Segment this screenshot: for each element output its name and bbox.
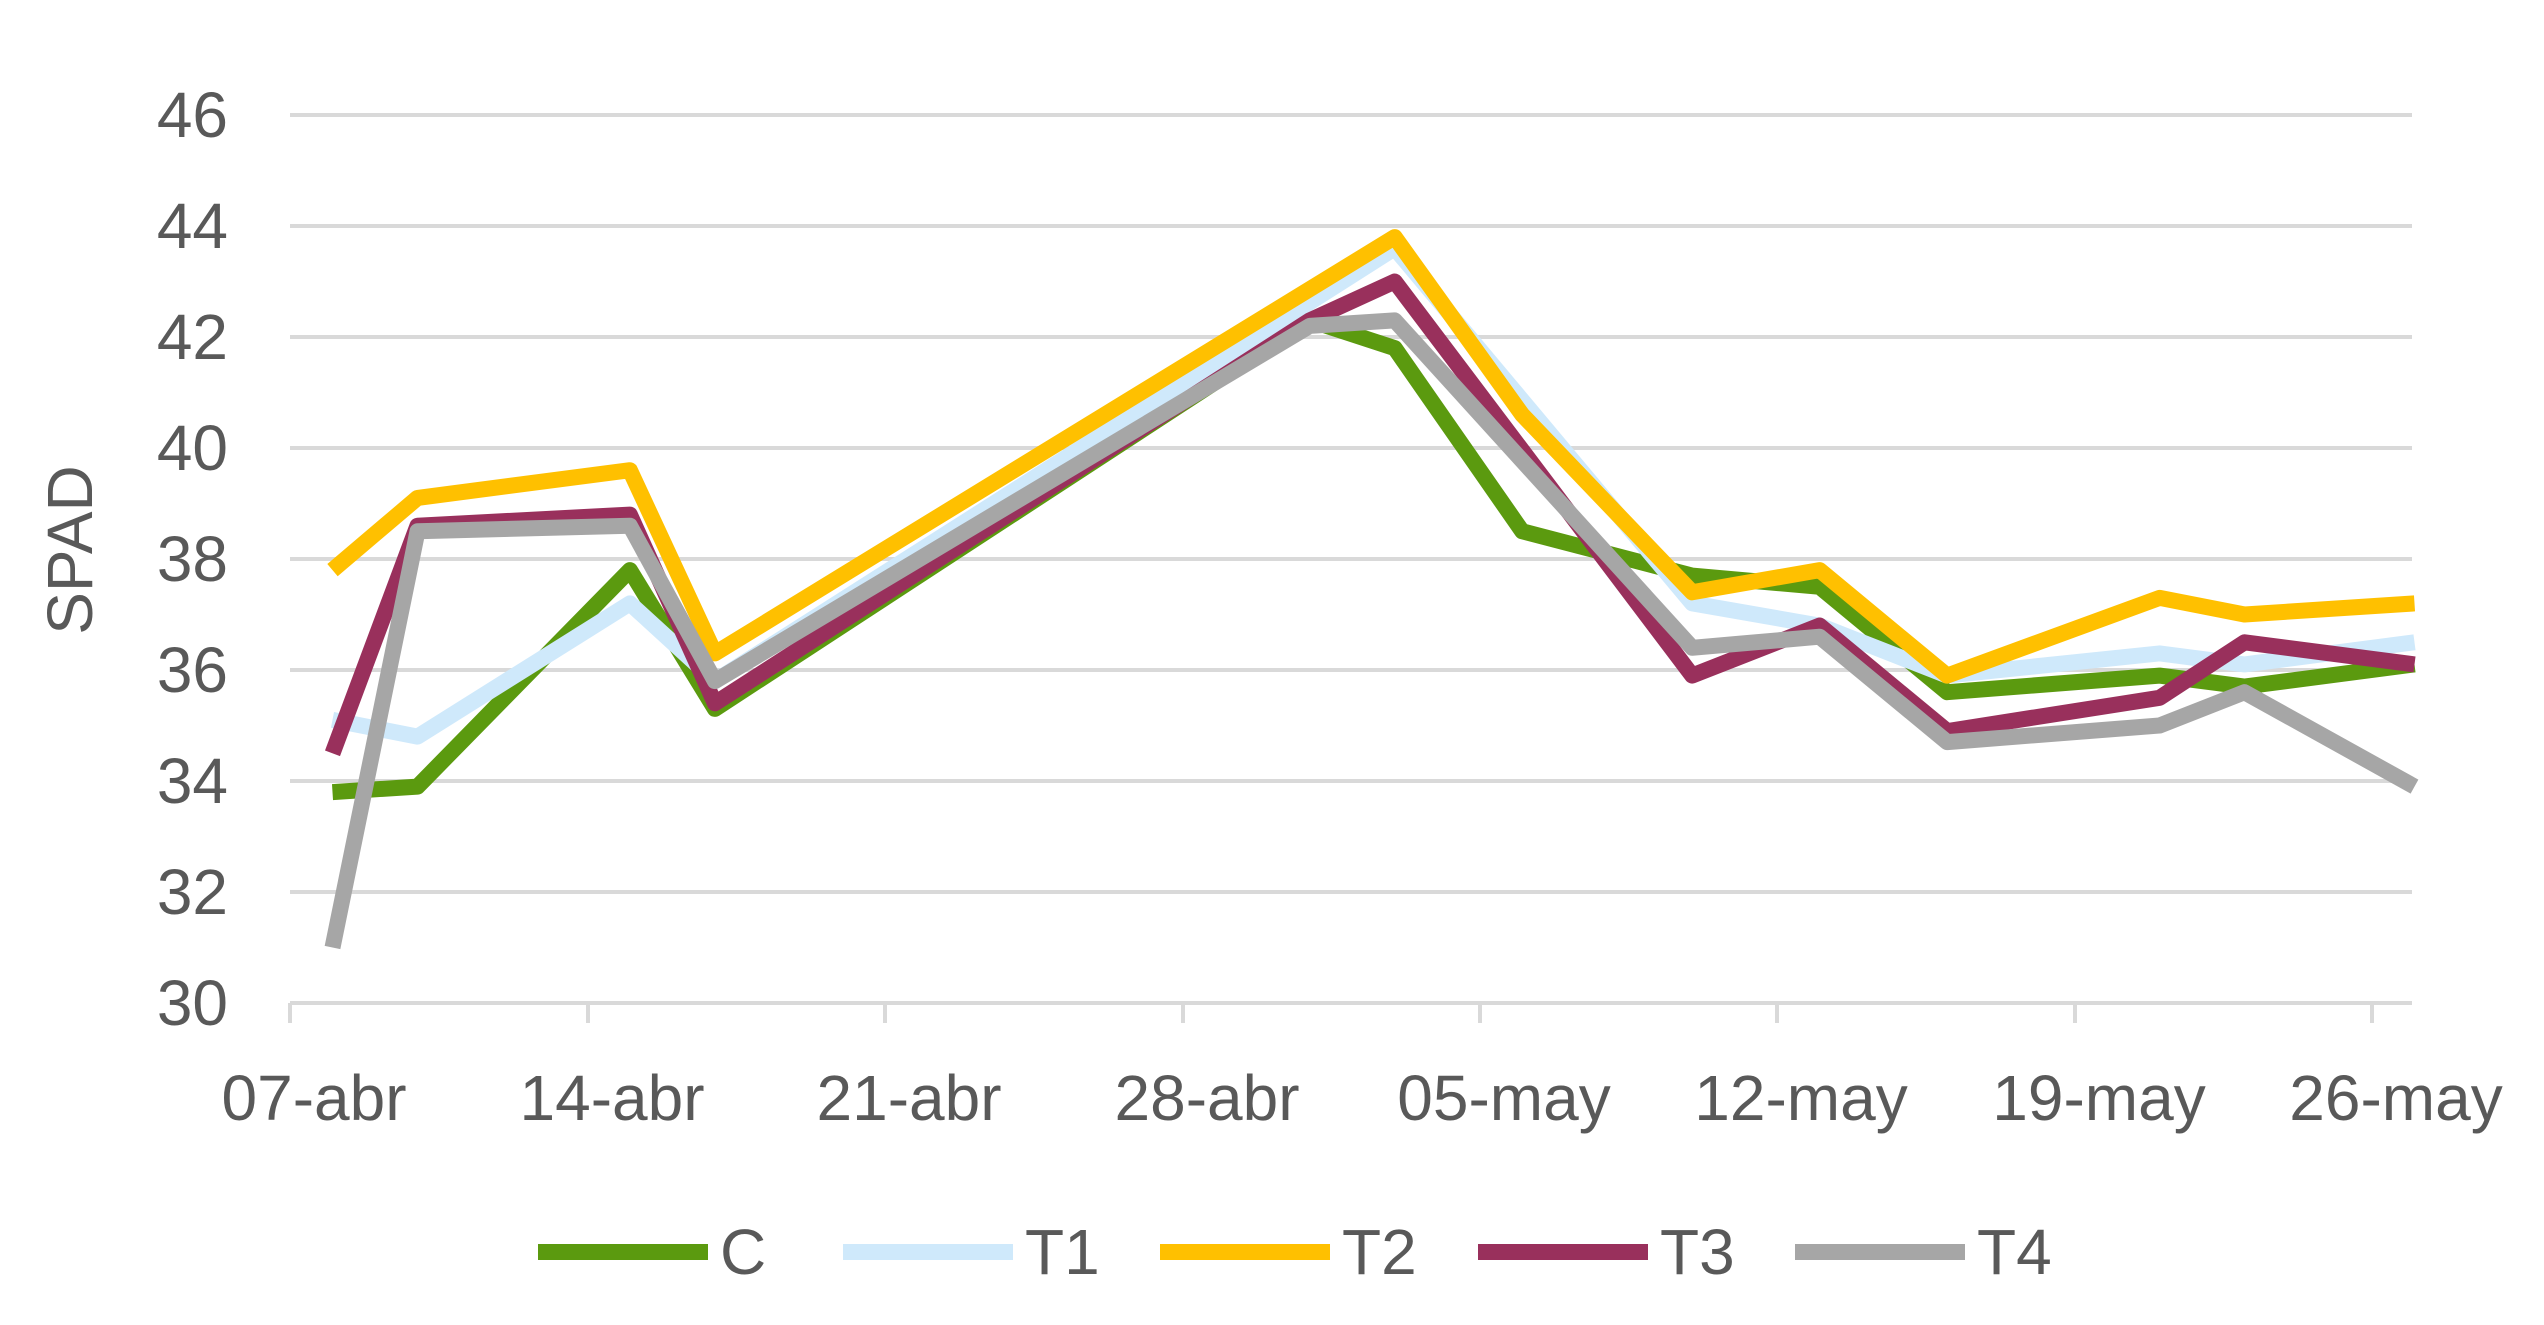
legend-label-t1: T1: [1025, 1216, 1100, 1288]
y-tick-label: 44: [157, 190, 228, 262]
y-axis-title: SPAD: [34, 465, 106, 635]
legend: C T1 T2 T3 T4: [538, 1216, 2052, 1288]
legend-label-t2: T2: [1342, 1216, 1417, 1288]
y-tick-label: 34: [157, 745, 228, 817]
x-tick-label: 26-may: [2289, 1062, 2502, 1134]
y-tick-label: 46: [157, 79, 228, 151]
y-tick-label: 32: [157, 856, 228, 928]
x-tick-label: 28-abr: [1115, 1062, 1300, 1134]
y-tick-label: 40: [157, 412, 228, 484]
y-axis: 30 32 34 36 38 40 42 44 46: [157, 79, 228, 1039]
series-lines: [324, 229, 2419, 950]
gridlines: [290, 113, 2412, 1005]
series-line-t2: [327, 229, 2416, 684]
x-tick-label: 21-abr: [817, 1062, 1002, 1134]
x-tick-label: 07-abr: [222, 1062, 407, 1134]
legend-label-t4: T4: [1977, 1216, 2052, 1288]
x-tick-label: 05-may: [1397, 1062, 1610, 1134]
x-axis: 07-abr 14-abr 21-abr 28-abr 05-may 12-may 19-m…: [222, 1003, 2503, 1134]
series-line-t4: [324, 312, 2419, 950]
x-tick-label: 12-may: [1694, 1062, 1907, 1134]
y-tick-label: 42: [157, 301, 228, 373]
x-tick-label: 19-may: [1992, 1062, 2205, 1134]
series-line-c: [331, 312, 2416, 801]
y-tick-label: 30: [157, 967, 228, 1039]
legend-label-t3: T3: [1660, 1216, 1735, 1288]
legend-label-c: C: [720, 1216, 766, 1288]
y-tick-label: 36: [157, 634, 228, 706]
y-tick-label: 38: [157, 523, 228, 595]
series-line-t1: [330, 240, 2416, 745]
x-tick-label: 14-abr: [520, 1062, 705, 1134]
